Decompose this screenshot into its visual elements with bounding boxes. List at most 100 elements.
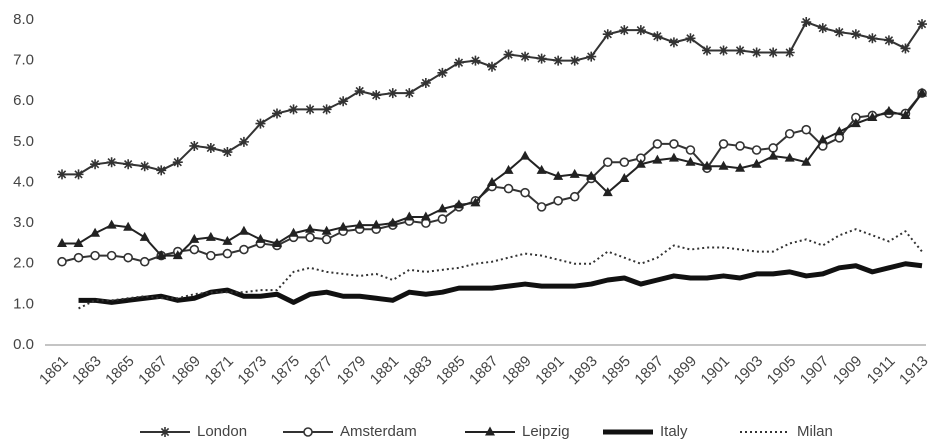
data-point [883, 105, 894, 115]
data-point [586, 51, 597, 62]
data-point [222, 248, 233, 259]
x-tick-label: 1877 [301, 353, 337, 389]
data-point [685, 156, 696, 166]
x-tick-label: 1903 [731, 353, 767, 389]
data-point [619, 157, 630, 167]
data-point [272, 108, 282, 119]
data-point [850, 118, 861, 128]
data-point [834, 126, 845, 136]
legend-item: Milan [740, 423, 833, 440]
data-point [685, 33, 696, 44]
x-tick-label: 1913 [896, 353, 928, 389]
data-point [569, 191, 580, 202]
data-point [470, 197, 481, 207]
legend-label: Milan [797, 423, 833, 440]
data-point [536, 53, 547, 64]
data-point [305, 223, 316, 233]
data-point [817, 23, 828, 34]
data-point [602, 157, 613, 167]
data-point [321, 225, 332, 235]
data-point [338, 96, 349, 107]
y-tick-label: 7.0 [13, 52, 34, 69]
data-point [189, 233, 200, 243]
data-point [735, 45, 746, 56]
data-point [437, 214, 448, 224]
data-point [90, 227, 101, 237]
x-tick-label: 1873 [234, 353, 270, 389]
data-point [652, 31, 663, 42]
series-line [62, 21, 923, 176]
data-point [57, 237, 67, 247]
data-point [321, 234, 332, 245]
data-point [238, 225, 249, 235]
data-point [420, 77, 431, 88]
data-point [768, 47, 779, 58]
data-point [602, 29, 613, 40]
data-point [553, 170, 564, 180]
data-point [354, 219, 365, 229]
data-point [834, 27, 845, 38]
x-tick-label: 1883 [400, 353, 436, 389]
data-point [702, 45, 712, 56]
data-point [106, 250, 117, 261]
data-point [900, 43, 911, 54]
data-point [420, 211, 431, 221]
data-point [139, 231, 150, 241]
data-point [139, 256, 150, 267]
data-point [106, 219, 117, 229]
data-point [57, 169, 67, 180]
legend-label: Leipzig [522, 423, 570, 440]
data-point [685, 145, 696, 155]
legend-item: London [140, 423, 247, 440]
data-point [735, 141, 745, 151]
data-point [239, 244, 249, 255]
x-tick-label: 1875 [268, 353, 304, 389]
data-point [536, 202, 547, 212]
data-point [453, 199, 464, 209]
data-point [321, 104, 332, 115]
data-point [917, 87, 927, 97]
y-tick-label: 0.0 [13, 336, 34, 353]
data-point [520, 187, 530, 198]
data-point [751, 145, 762, 155]
data-point [206, 250, 216, 261]
data-point [850, 29, 861, 40]
data-point [156, 250, 167, 260]
data-point [470, 55, 481, 66]
data-point [569, 168, 580, 178]
data-point [73, 237, 84, 247]
x-tick-label: 1889 [499, 353, 535, 389]
data-point [668, 37, 679, 48]
data-point [619, 25, 630, 36]
data-point [652, 154, 663, 164]
data-point [536, 164, 547, 174]
data-point [702, 160, 712, 170]
data-point [338, 221, 349, 231]
data-point [172, 250, 183, 260]
data-point [106, 157, 117, 168]
y-tick-label: 3.0 [13, 214, 34, 231]
data-point [503, 49, 514, 60]
legend-label: Amsterdam [340, 423, 417, 440]
data-point [487, 177, 497, 186]
data-point [90, 250, 100, 261]
data-point [123, 221, 134, 231]
data-point [900, 109, 911, 119]
data-point [371, 219, 382, 229]
data-point [801, 124, 812, 135]
data-point [619, 172, 630, 182]
data-point [73, 169, 84, 180]
data-point [205, 142, 216, 153]
data-point [569, 55, 580, 66]
data-point [520, 51, 531, 62]
legend-marker [160, 427, 170, 437]
data-point [602, 187, 613, 197]
x-tick-label: 1895 [598, 353, 634, 389]
data-point [123, 159, 134, 170]
legend-label: Italy [660, 423, 688, 440]
data-point [255, 118, 266, 129]
data-point [222, 147, 233, 158]
x-tick-label: 1909 [830, 353, 866, 389]
data-point [503, 164, 514, 174]
